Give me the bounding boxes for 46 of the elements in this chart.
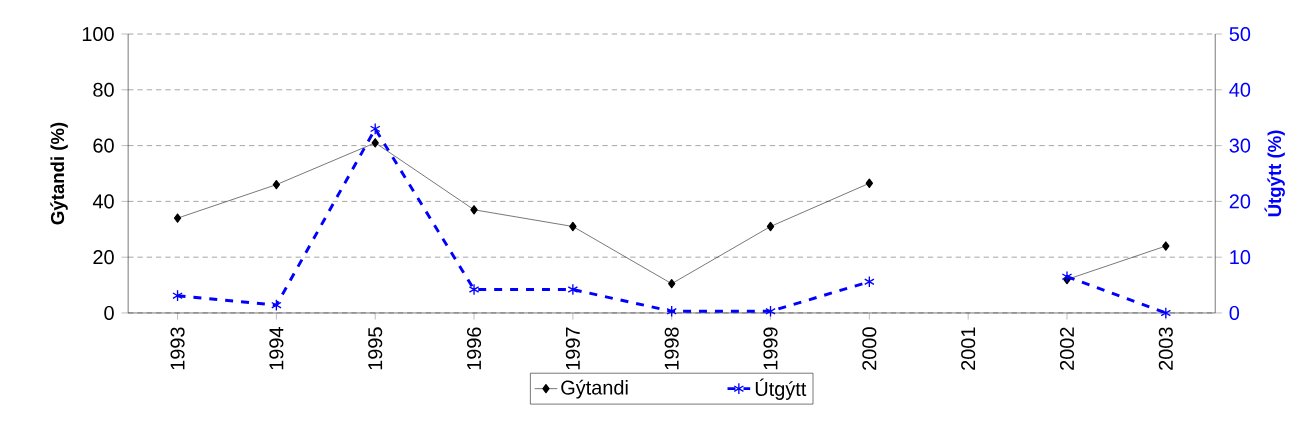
x-tick-label: 2000: [862, 327, 877, 370]
point: [865, 178, 873, 188]
point: [173, 213, 182, 223]
point: [172, 289, 183, 302]
x-tick-label: 2003: [1158, 327, 1173, 370]
y2-tick-label: 20: [1229, 194, 1251, 209]
point: [1162, 241, 1170, 251]
y2-tick-label: 10: [1230, 250, 1251, 265]
y-tick-label: 80: [93, 82, 114, 97]
x-tick-label: 2001: [961, 327, 976, 370]
legend-label: Útgýtt: [755, 378, 807, 400]
y-axis-title: Gýtandi (%): [50, 122, 68, 225]
x-tick-label: 1993: [170, 327, 185, 370]
point: [569, 221, 577, 232]
y2-tick-label: 30: [1229, 138, 1251, 153]
y-tick-label: 0: [104, 305, 114, 321]
y-tick-label: 60: [93, 138, 114, 153]
y2-axis-title: Útgýtt (%): [1264, 130, 1285, 217]
point: [864, 275, 875, 288]
y2-tick-label: 0: [1229, 305, 1240, 321]
x-tick-label: 1997: [565, 327, 580, 370]
point: [567, 283, 579, 296]
legend-label: Gýtandi: [561, 379, 628, 399]
x-tick-label: 1998: [664, 327, 679, 370]
point: [272, 180, 281, 190]
y2-tick-label: 50: [1229, 27, 1251, 42]
point: [765, 305, 776, 318]
point: [1061, 270, 1073, 283]
point: [371, 138, 379, 148]
point: [766, 221, 775, 232]
point: [468, 283, 480, 296]
point: [666, 305, 677, 318]
y-tick-label: 100: [82, 26, 114, 42]
x-tick-label: 1995: [368, 327, 383, 370]
x-tick-label: 2002: [1059, 327, 1075, 370]
x-tick-label: 1996: [466, 327, 482, 370]
point: [369, 122, 381, 135]
y-tick-label: 40: [92, 194, 114, 209]
y2-tick-label: 40: [1229, 82, 1251, 97]
x-tick-label: 1994: [269, 327, 284, 370]
point: [668, 279, 676, 289]
point: [1160, 307, 1172, 319]
x-tick-label: 1999: [763, 327, 778, 370]
point: [271, 299, 282, 312]
point: [470, 205, 478, 215]
y-tick-label: 20: [93, 250, 114, 265]
